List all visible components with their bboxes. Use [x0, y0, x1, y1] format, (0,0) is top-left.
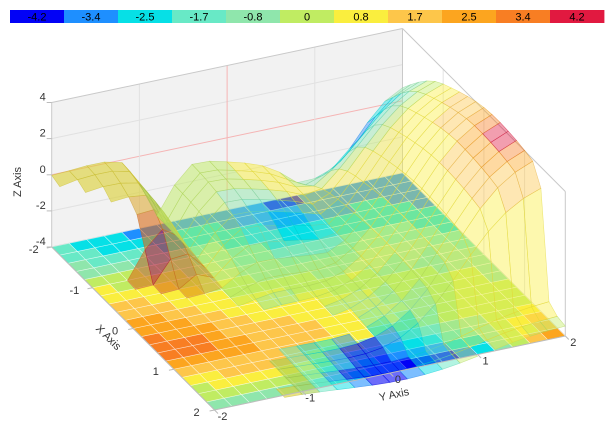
svg-text:0: 0: [40, 164, 46, 176]
svg-text:-1: -1: [305, 393, 315, 405]
svg-text:2: 2: [570, 337, 576, 349]
svg-text:-1.7: -1.7: [190, 12, 209, 24]
svg-text:4.2: 4.2: [569, 12, 584, 24]
svg-text:-2: -2: [29, 244, 39, 256]
svg-text:-2: -2: [218, 411, 228, 423]
svg-text:0: 0: [112, 326, 118, 338]
svg-text:-2: -2: [36, 200, 46, 212]
svg-text:2: 2: [40, 128, 46, 140]
svg-text:-4.2: -4.2: [28, 12, 47, 24]
svg-text:4: 4: [40, 92, 46, 104]
svg-text:-4: -4: [36, 236, 46, 248]
svg-text:0: 0: [304, 12, 310, 24]
svg-text:-2.5: -2.5: [136, 12, 155, 24]
svg-text:2.5: 2.5: [461, 12, 476, 24]
svg-text:-3.4: -3.4: [82, 12, 101, 24]
svg-text:-0.8: -0.8: [244, 12, 263, 24]
svg-text:1.7: 1.7: [407, 12, 422, 24]
svg-text:0.8: 0.8: [353, 12, 368, 24]
svg-text:2: 2: [193, 407, 199, 419]
svg-text:0: 0: [395, 374, 401, 386]
svg-text:-1: -1: [70, 285, 80, 297]
svg-text:3.4: 3.4: [515, 12, 530, 24]
svg-text:1: 1: [153, 366, 159, 378]
svg-text:1: 1: [483, 356, 489, 368]
svg-text:Z Axis: Z Axis: [12, 167, 24, 197]
